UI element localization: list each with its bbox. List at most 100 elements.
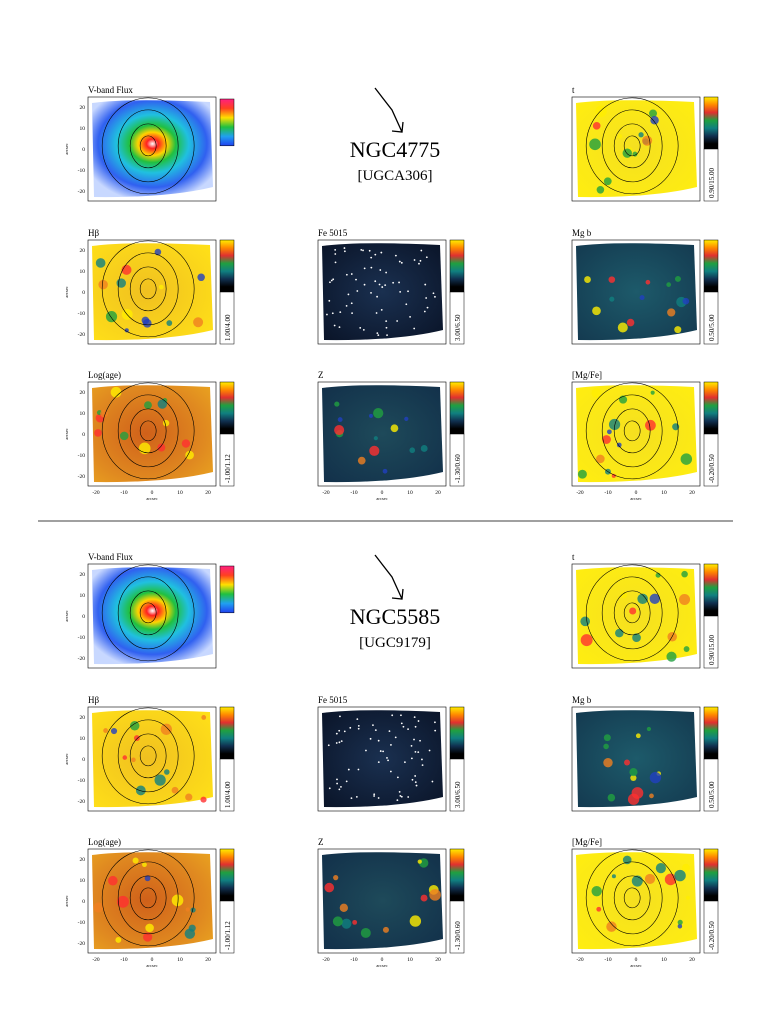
map-patch [607,793,616,802]
map-panel: Hβ 1.00/4.00 20 10 0 -10 -20 arcsec [64,228,235,345]
contour [117,394,179,468]
x-tick-label: 10 [407,957,413,963]
contour [613,123,651,169]
map-patch [608,418,621,431]
y-tick-label: 20 [80,105,86,111]
map-patch [341,918,352,929]
map-dot [414,750,417,753]
colorbar [219,239,235,293]
map-dot [404,761,406,764]
colorbar-label-box [219,758,235,812]
map-field [92,710,213,808]
map-patch [185,793,193,801]
map-patch [98,279,108,290]
map-panel: Z -1.30/0.60 -20 -10 0 10 20 arcsec [317,370,465,501]
contour [585,382,679,480]
map-field [576,100,697,198]
x-tick-label: 10 [661,957,667,963]
x-tick-label: 0 [381,490,384,496]
map-patch [672,423,680,431]
x-tick-label: -20 [92,490,100,496]
map-patch [390,424,399,433]
panel-title: V-band Flux [88,552,133,562]
galaxy-name: NGC5585 [350,604,440,629]
map-dot [399,290,402,293]
map-panel: Log(age) -1.00/1.12 20 10 0 -10 -20 arcsec -20 -1… [64,370,235,501]
map-dot [377,761,380,764]
map-patch [609,296,615,302]
map-dot [328,299,331,302]
map-patch [596,906,602,912]
contour [129,733,167,779]
map-patch [190,907,196,913]
contour [139,135,157,157]
map-patch [584,276,591,283]
y-tick-label: 20 [80,572,86,578]
x-tick-label: 0 [635,490,638,496]
map-dot [357,727,360,730]
contour [585,849,679,947]
map-patch [171,786,179,794]
map-field [92,385,213,483]
x-tick-label: 0 [381,957,384,963]
y-axis-label: arcsec [64,610,69,621]
panel-title: Z [318,370,324,380]
map-patch [674,275,681,282]
map-dot [425,256,428,259]
map-dot [434,729,437,732]
map-dot [398,260,401,263]
y-tick-label: 10 [80,593,86,599]
map-dot [338,788,341,791]
map-dot [334,261,337,264]
map-panel: Z -1.30/0.60 -20 -10 0 10 20 arcsec [317,837,465,968]
map-patch [115,936,122,943]
map-dot [418,262,420,265]
map-dot [338,729,341,732]
map-dot [347,293,350,296]
x-tick-label: -20 [322,957,330,963]
map-dot [350,302,353,305]
map-patch [162,419,170,427]
map-patch [409,915,422,927]
colorbar-label-box [449,758,465,812]
map-dot [380,308,383,311]
x-tick-label: 20 [435,490,441,496]
map-patch [129,721,140,731]
map-patch [357,456,366,465]
colorbar-label-box [703,148,719,202]
colorbar [703,563,719,617]
map-dot [333,324,336,327]
x-tick-label: -20 [322,490,330,496]
map-patch [632,151,638,157]
map-dot [400,261,403,264]
map-patch [420,445,428,452]
colorbar-label-box [703,900,719,954]
colorbar [703,848,719,902]
map-dot [400,722,403,725]
contour [139,887,157,909]
map-dot [339,715,341,718]
y-tick-label: 10 [80,269,86,275]
contour [129,590,167,636]
map-dot [407,728,409,730]
x-tick-label: 0 [151,957,154,963]
contour [623,420,641,442]
y-tick-label: 0 [82,290,85,296]
map-dot [362,328,365,331]
map-patch [645,279,651,285]
map-patch [603,757,613,768]
contour [117,252,179,326]
x-axis-label: arcsec [376,496,387,501]
map-dot [330,279,333,282]
map-patch [596,186,605,194]
colorbar-range: -1.30/0.60 [454,921,462,950]
map-patch [157,443,166,452]
map-dot [417,751,420,754]
contour [129,408,167,454]
map-patch [94,429,102,437]
x-tick-label: -20 [576,957,584,963]
map-dot [414,775,417,777]
map-patch [429,889,441,901]
map-panel: Mg b 0.50/5.00 [571,228,719,345]
colorbar-label-box [219,433,235,487]
